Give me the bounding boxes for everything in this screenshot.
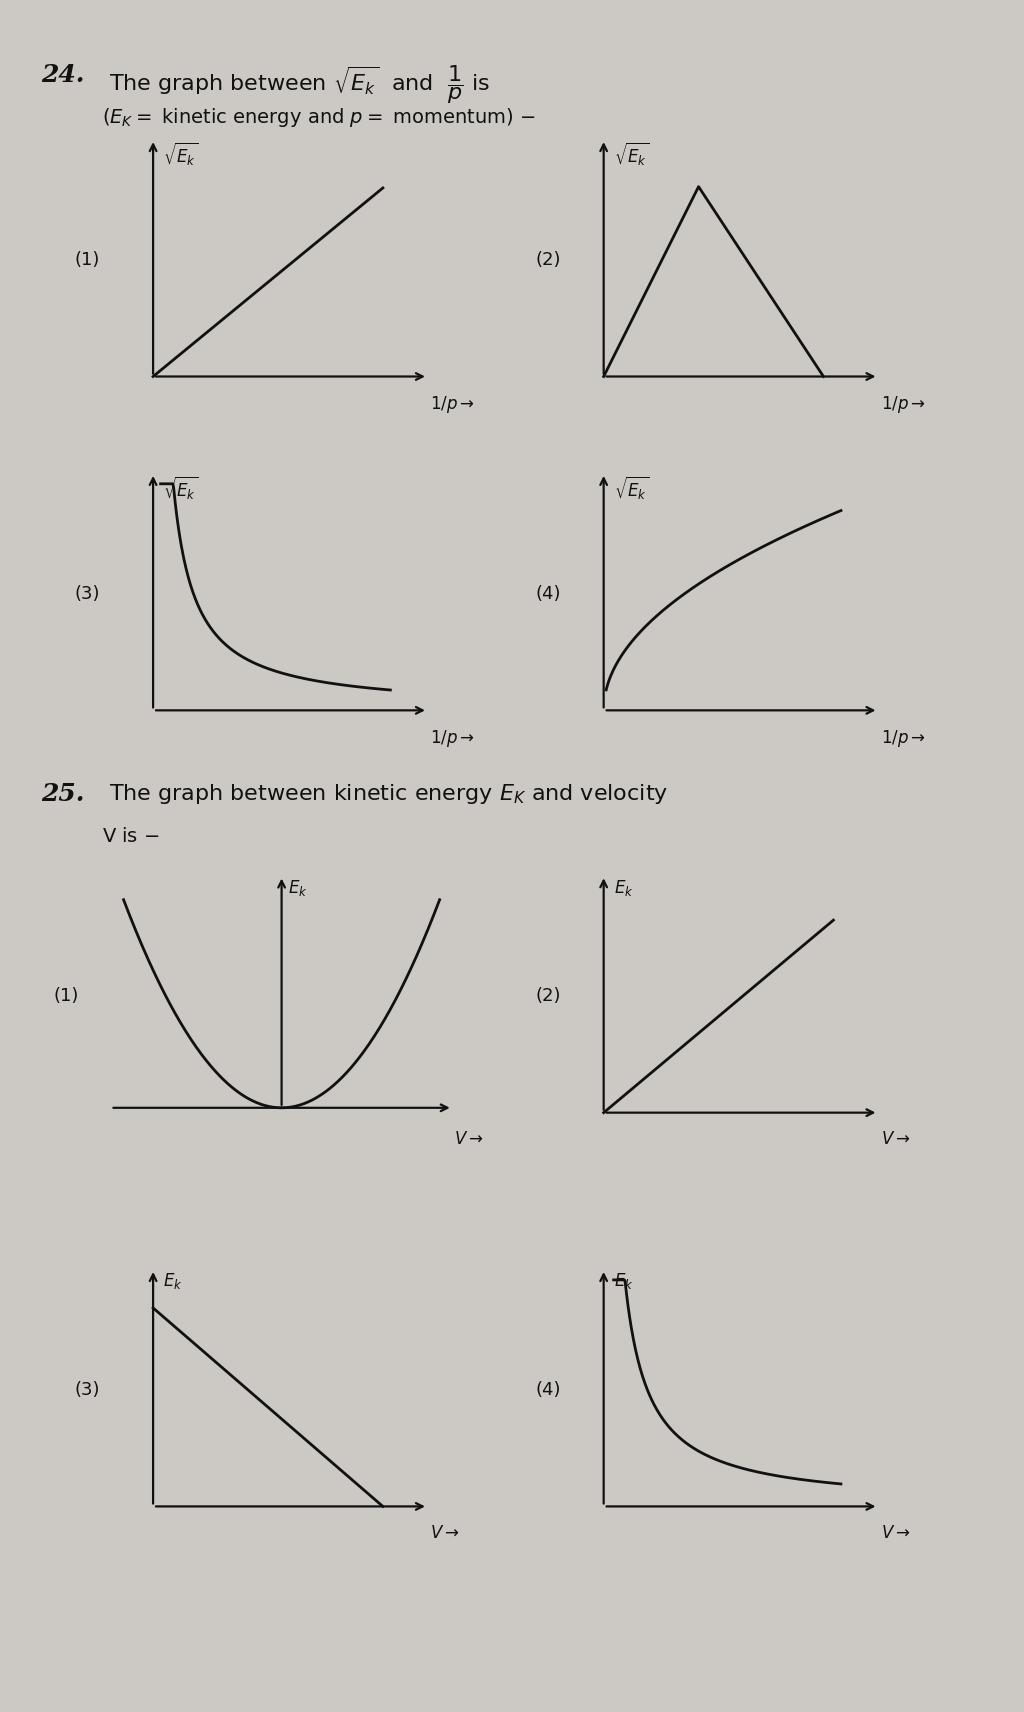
Text: $1/p\rightarrow$: $1/p\rightarrow$	[881, 394, 926, 414]
Text: $E_k$: $E_k$	[163, 1272, 182, 1291]
Text: (2): (2)	[536, 988, 560, 1005]
Text: 25.: 25.	[41, 782, 84, 806]
Text: $V\rightarrow$: $V\rightarrow$	[455, 1130, 484, 1149]
Text: $V\rightarrow$: $V\rightarrow$	[881, 1130, 910, 1149]
Text: The graph between kinetic energy $E_K$ and velocity: The graph between kinetic energy $E_K$ a…	[102, 782, 669, 806]
Text: $E_k$: $E_k$	[613, 1272, 633, 1291]
Text: (1): (1)	[75, 252, 99, 269]
Text: $\sqrt{E_k}$: $\sqrt{E_k}$	[613, 476, 649, 502]
Text: $\sqrt{E_k}$: $\sqrt{E_k}$	[613, 142, 649, 168]
Text: (3): (3)	[75, 1382, 99, 1399]
Text: $V\rightarrow$: $V\rightarrow$	[881, 1524, 910, 1543]
Text: (4): (4)	[536, 1382, 560, 1399]
Text: $E_k$: $E_k$	[288, 878, 308, 897]
Text: $\sqrt{E_k}$: $\sqrt{E_k}$	[163, 142, 199, 168]
Text: (2): (2)	[536, 252, 560, 269]
Text: $\sqrt{E_k}$: $\sqrt{E_k}$	[163, 476, 199, 502]
Text: $1/p\rightarrow$: $1/p\rightarrow$	[430, 728, 475, 748]
Text: (3): (3)	[75, 586, 99, 603]
Text: $1/p\rightarrow$: $1/p\rightarrow$	[430, 394, 475, 414]
Text: The graph between $\sqrt{E_k}$  and  $\dfrac{1}{p}$ is: The graph between $\sqrt{E_k}$ and $\dfr…	[102, 63, 490, 106]
Text: (1): (1)	[54, 988, 79, 1005]
Text: V is $-$: V is $-$	[102, 827, 160, 846]
Text: 24.: 24.	[41, 63, 84, 87]
Text: $E_k$: $E_k$	[613, 878, 633, 897]
Text: $1/p\rightarrow$: $1/p\rightarrow$	[881, 728, 926, 748]
Text: $(E_K =$ kinetic energy and $p =$ momentum$)$ $-$: $(E_K =$ kinetic energy and $p =$ moment…	[102, 106, 537, 128]
Text: $V\rightarrow$: $V\rightarrow$	[430, 1524, 460, 1543]
Text: (4): (4)	[536, 586, 560, 603]
